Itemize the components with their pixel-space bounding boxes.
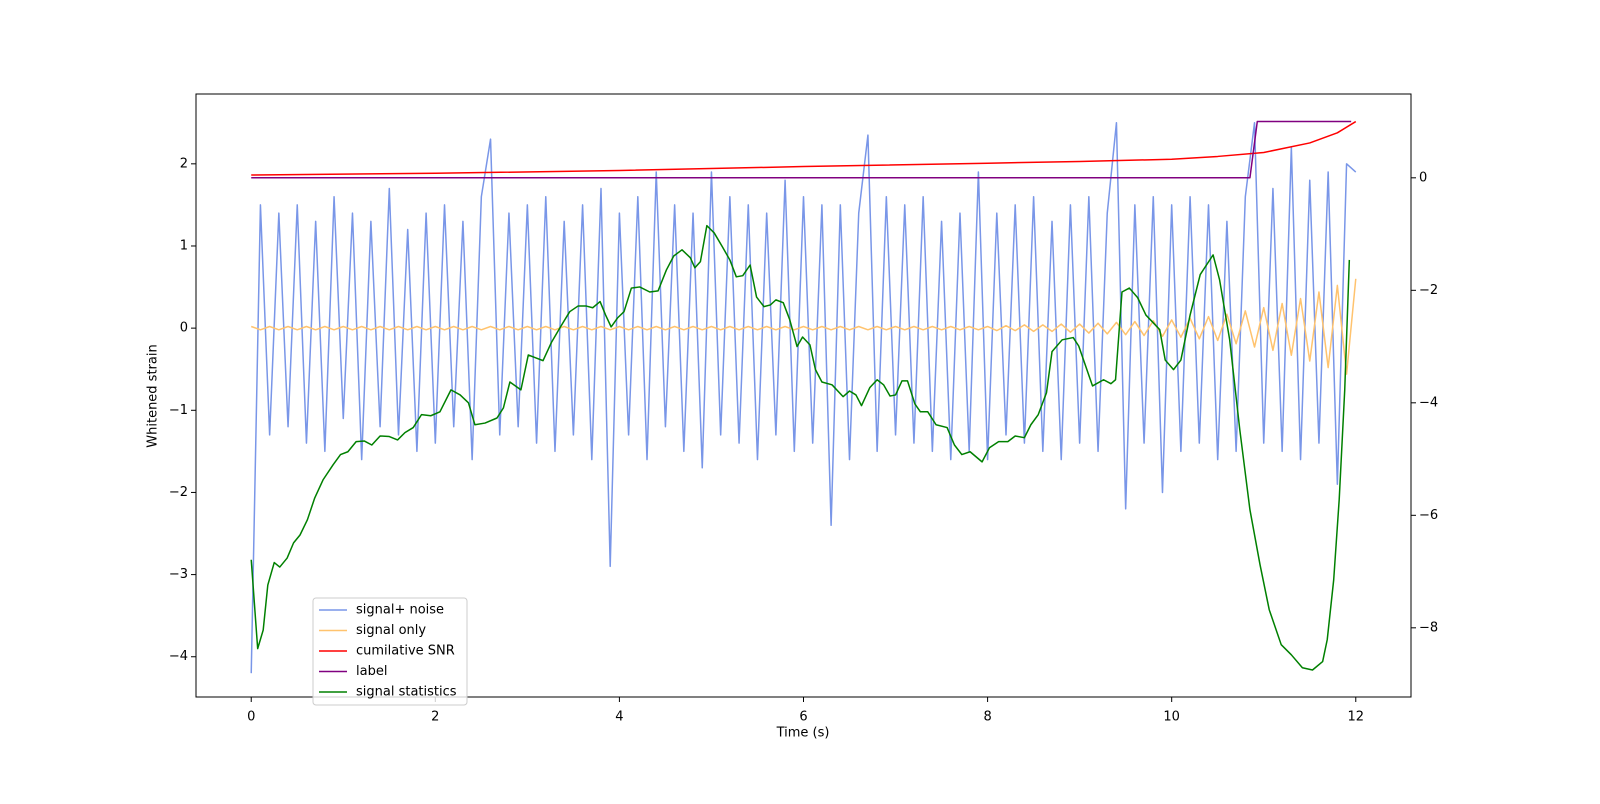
x-tick-label: 0: [247, 710, 255, 725]
series-line: [250, 278, 1357, 375]
x-tick-label: 6: [799, 710, 807, 725]
legend-label: cumilative SNR: [356, 644, 455, 659]
y-tick-label: −3: [169, 567, 188, 582]
series-line: [250, 224, 1351, 671]
x-tick-label: 12: [1347, 710, 1364, 725]
legend-label: label: [356, 664, 387, 679]
legend-box: [312, 597, 468, 706]
y2-tick-label: 0: [1419, 170, 1427, 185]
y2-tick-label: −8: [1419, 620, 1438, 635]
plot-lines: [250, 120, 1357, 674]
y-tick-label: −2: [169, 485, 188, 500]
x-tick-label: 2: [431, 710, 439, 725]
legend-label: signal only: [356, 623, 426, 638]
x-tick-label: 10: [1163, 710, 1180, 725]
x-tick-label: 4: [615, 710, 623, 725]
series-line: [250, 122, 1357, 674]
y2-tick-label: −2: [1419, 283, 1438, 298]
y-tick-label: 2: [180, 156, 188, 171]
y-tick-label: −4: [169, 649, 188, 664]
y-tick-label: −1: [169, 403, 188, 418]
x-tick-label: 8: [983, 710, 991, 725]
series-line: [251, 120, 1352, 179]
y-tick-label: 1: [180, 238, 188, 253]
y2-tick-label: −4: [1419, 395, 1438, 410]
y2-tick-label: −6: [1419, 508, 1438, 523]
y-axis-label: Whitened strain: [146, 344, 161, 447]
legend-label: signal+ noise: [356, 603, 444, 618]
y-tick-label: 0: [180, 321, 188, 336]
legend-label: signal statistics: [356, 685, 457, 700]
series-line: [251, 120, 1357, 176]
x-axis-label: Time (s): [776, 726, 830, 741]
